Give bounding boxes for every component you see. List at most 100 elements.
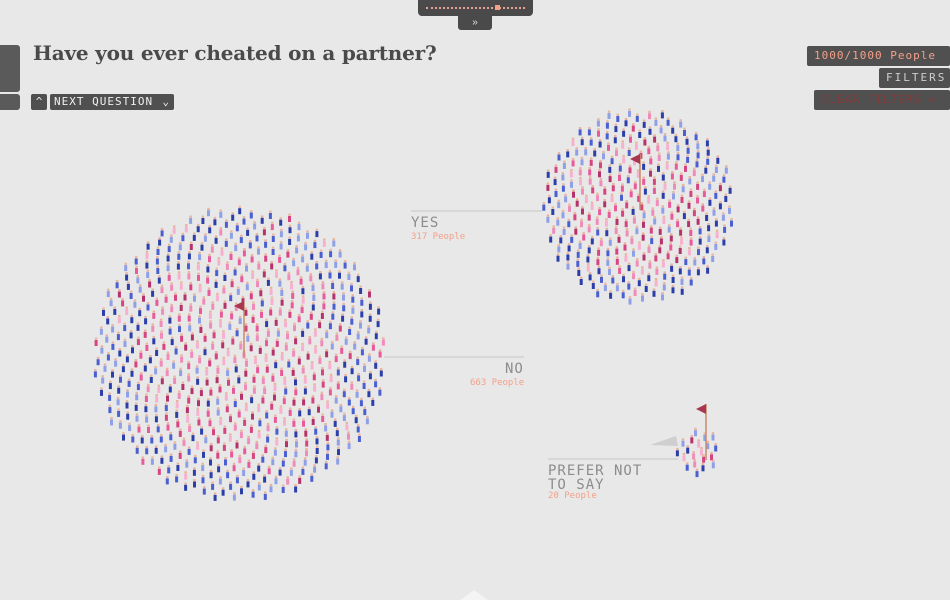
person-mark [371,397,375,406]
person-mark [714,241,718,250]
person-mark [182,437,186,447]
person-mark [274,359,278,369]
person-mark [96,356,100,366]
person-mark [350,381,354,390]
timeline-track [426,7,525,9]
group-label-prefer-not[interactable]: PREFER NOT TO SAY [548,463,643,493]
person-mark [584,146,588,156]
person-mark [159,358,163,367]
chevron-down-icon: ⌄ [162,95,170,108]
person-mark [642,161,646,170]
person-mark [152,335,156,345]
person-mark [653,216,657,225]
person-mark [294,448,298,458]
person-mark [308,336,312,345]
group-count-no: 663 People [470,378,525,388]
person-mark [643,137,647,146]
person-mark [341,313,345,322]
timeline-slider[interactable] [418,0,533,16]
timeline-knob[interactable] [495,5,500,10]
person-mark [326,400,330,409]
person-mark [280,352,284,361]
side-panel-tab-small[interactable] [0,94,20,110]
person-mark [702,454,706,463]
person-mark [721,212,725,221]
person-mark [299,276,303,285]
person-mark [322,301,326,310]
person-mark [331,311,335,320]
person-mark [298,475,302,484]
people-count-badge: 1000/1000 People [807,46,950,66]
person-mark [648,110,651,120]
person-mark [671,284,675,294]
person-mark [320,391,324,401]
person-mark [280,287,284,296]
person-mark [117,385,121,394]
person-mark [360,309,364,318]
person-mark [689,237,693,246]
person-mark [684,256,688,266]
person-mark [326,451,329,460]
person-mark [226,367,230,377]
person-mark [257,261,261,270]
person-mark [284,448,287,458]
person-mark [118,348,122,357]
person-mark [714,218,718,227]
person-mark [351,294,355,303]
person-mark [275,426,279,435]
person-mark [374,360,378,369]
person-mark [671,274,675,283]
person-mark [714,190,718,199]
person-mark [208,310,212,319]
group-label-yes[interactable]: YES [411,215,440,231]
person-mark [208,224,212,234]
person-mark [206,264,210,273]
person-mark [234,302,238,311]
person-mark [357,372,361,382]
person-mark [311,302,315,311]
person-mark [549,234,553,243]
person-mark [566,252,570,261]
person-mark [589,137,593,146]
person-mark [641,293,644,302]
person-mark [260,298,264,307]
double-chevron-down-icon[interactable]: » [458,15,492,30]
person-mark [614,225,618,234]
person-mark [243,445,247,455]
person-mark [371,342,375,351]
filters-button[interactable]: FILTERS [879,68,950,88]
person-mark [119,374,122,383]
person-mark [294,429,298,438]
next-question-button[interactable]: NEXT QUESTION ⌄ [50,94,174,110]
person-mark [284,386,288,395]
person-mark [600,274,603,283]
person-mark [296,233,300,242]
person-mark [313,464,317,473]
person-mark [632,248,635,257]
person-mark [201,215,205,224]
person-mark [306,320,310,329]
person-mark [338,323,342,332]
group-label-no[interactable]: NO [505,361,524,377]
person-mark [712,173,716,182]
person-mark [680,276,684,285]
previous-question-button[interactable]: ^ [31,94,47,110]
person-mark [111,369,114,378]
person-mark [271,233,275,242]
person-mark [580,136,584,146]
bottom-panel-handle[interactable] [460,590,488,600]
person-mark [706,156,710,165]
side-panel-tab[interactable] [0,45,20,92]
clear-filters-button[interactable]: CLEAR FILTERS × [814,90,950,110]
person-mark [217,463,221,473]
person-mark [642,219,645,228]
person-mark [193,454,197,464]
person-mark [306,230,309,239]
person-mark [244,323,248,332]
person-mark [144,403,148,413]
person-mark [635,225,639,235]
person-mark [129,290,133,299]
person-mark [111,324,115,333]
person-mark [232,385,235,394]
